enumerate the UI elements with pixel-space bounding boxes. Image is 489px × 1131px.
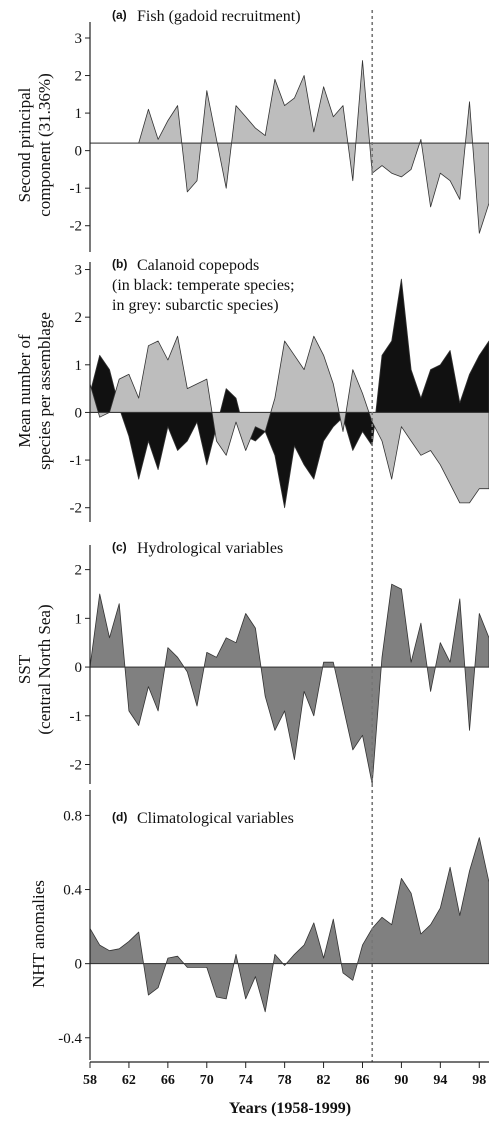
y-axis-label-line-1: SST: [15, 654, 34, 684]
x-tick-label: 66: [161, 1073, 175, 1088]
panel-title: Climatological variables: [137, 810, 294, 827]
panel-title-line: in grey: subarctic species): [112, 297, 279, 314]
series-area-panel-2-2: [89, 335, 489, 504]
y-tick-label: 2: [75, 69, 83, 85]
x-tick-label: 94: [433, 1073, 447, 1088]
y-tick-label: 1: [75, 358, 83, 374]
panel-tag: (b): [112, 257, 127, 271]
series-area-panel-4-1: [89, 837, 489, 1013]
x-tick-label: 90: [394, 1073, 408, 1088]
y-tick-label: 3: [75, 31, 83, 47]
panel-tag: (d): [112, 810, 127, 824]
x-tick-label: 82: [317, 1073, 331, 1088]
y-tick-label: 0.8: [63, 808, 82, 824]
x-tick-label: 78: [278, 1073, 292, 1088]
x-tick-label: 58: [83, 1073, 97, 1088]
x-axis-label: Years (1958-1999): [229, 1100, 351, 1117]
y-tick-label: 0: [75, 405, 83, 421]
axes-layer: [85, 10, 489, 1068]
y-tick-label: -2: [70, 219, 83, 235]
panel-title: Calanoid copepods: [137, 257, 259, 274]
y-tick-label: 0.4: [63, 883, 82, 899]
panel-title: Fish (gadoid recruitment): [137, 8, 301, 25]
y-tick-label: 0: [75, 957, 83, 973]
y-tick-label: -2: [70, 758, 83, 774]
x-tick-label: 74: [239, 1073, 253, 1088]
y-tick-label: 2: [75, 563, 83, 579]
x-tick-label: 70: [200, 1073, 214, 1088]
series-area-panel-1-1: [89, 60, 489, 234]
y-tick-label: -0.4: [58, 1031, 82, 1047]
y-axis-label: NHT anomalies: [29, 880, 48, 988]
y-axis-label-line-2: component (31.36%): [35, 73, 54, 217]
y-tick-label: 2: [75, 310, 83, 326]
x-tick-label: 62: [122, 1073, 136, 1088]
x-tick-label: 86: [355, 1073, 369, 1088]
y-tick-label: -1: [70, 709, 83, 725]
y-tick-label: -1: [70, 181, 83, 197]
y-axis-label-line-2: species per assemblage: [35, 312, 54, 470]
area-fills-layer: [89, 60, 489, 1013]
y-axis-label-line-2: (central North Sea): [35, 604, 54, 734]
y-tick-label: 0: [75, 144, 83, 160]
x-tick-label: 98: [472, 1073, 486, 1088]
panel-title-line: (in black: temperate species;: [112, 277, 295, 294]
y-tick-label: 1: [75, 106, 83, 122]
text-layer: 3 2 1 0 -1 -2 Second principal component (31.36…: [15, 8, 486, 1117]
y-tick-label: -2: [70, 501, 83, 517]
y-tick-label: 0: [75, 660, 83, 676]
panel-title: Hydrological variables: [137, 540, 283, 557]
panel-tag: (c): [112, 540, 127, 554]
y-axis-label-line-1: Mean number of: [15, 334, 34, 448]
series-area-panel-2-1: [89, 278, 489, 509]
y-tick-label: -1: [70, 453, 83, 469]
y-axis-label-line-1: Second principal: [15, 87, 34, 202]
y-tick-label: 1: [75, 611, 83, 627]
panel-tag: (a): [112, 8, 127, 22]
y-tick-label: 3: [75, 263, 83, 279]
series-area-panel-3-1: [89, 583, 489, 785]
